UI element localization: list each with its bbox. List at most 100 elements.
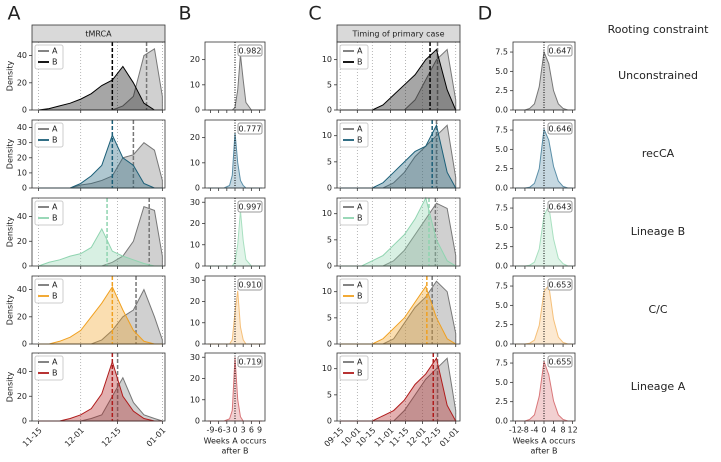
y-tick-label: 5	[327, 80, 332, 89]
density-area	[515, 50, 573, 111]
y-tick-label: 0	[327, 106, 332, 115]
annotation-box	[237, 122, 263, 135]
y-tick-label: 0	[195, 340, 200, 349]
annotation: 0.646	[549, 125, 572, 134]
y-tick-label: 30	[190, 198, 200, 207]
annotation: 0.910	[239, 281, 262, 290]
y-tick-label: 20	[17, 312, 27, 321]
y-tick-label: 20	[190, 219, 200, 228]
annotation: 0.655	[549, 358, 572, 367]
x-tick-label: 12-15	[100, 426, 123, 449]
annotation: 0.653	[549, 281, 572, 290]
y-axis-label: Density	[6, 372, 15, 403]
y-tick-label: 0	[22, 184, 27, 193]
legend-label: B	[357, 58, 363, 67]
y-tick-label: 10	[322, 209, 332, 218]
legend-label: A	[357, 358, 363, 367]
x-tick-label: 6	[249, 426, 254, 435]
y-tick-label: 0	[22, 417, 27, 426]
row-label: Unconstrained	[618, 69, 698, 82]
annotation-box	[237, 355, 263, 368]
x-tick-label: -3	[223, 426, 231, 435]
x-axis-label: Weeks A occurs	[204, 437, 267, 446]
y-tick-label: 20	[17, 153, 27, 162]
legend-box	[339, 44, 369, 70]
y-tick-label: 10	[190, 158, 200, 167]
plot-frame	[336, 41, 461, 111]
chart-title: tMRCA	[85, 30, 112, 39]
row-label: Lineage B	[631, 225, 685, 238]
annotation-box	[547, 278, 573, 291]
chart-title: Timing of primary case	[351, 30, 444, 39]
plot-frame	[31, 352, 166, 422]
y-tick-label: 2.5	[495, 397, 508, 406]
plot-frame	[336, 352, 461, 422]
y-tick-label: 0	[327, 340, 332, 349]
x-axis-label: after B	[531, 447, 558, 456]
legend-label: A	[52, 47, 58, 56]
y-tick-label: 0.0	[495, 184, 508, 193]
y-tick-label: 0	[195, 106, 200, 115]
plot-frame	[512, 41, 576, 111]
row-label: C/C	[648, 303, 667, 316]
y-tick-label: 10	[190, 395, 200, 404]
y-tick-label: 0	[327, 417, 332, 426]
row-label: recCA	[642, 147, 675, 160]
y-tick-label: 30	[17, 138, 27, 147]
y-tick-label: 2.5	[495, 320, 508, 329]
y-tick-label: 20	[190, 297, 200, 306]
y-tick-label: 10	[322, 55, 332, 64]
y-tick-label: 5	[327, 157, 332, 166]
y-tick-label: 40	[17, 123, 27, 132]
plot-frame	[204, 41, 266, 111]
y-tick-label: 2.5	[495, 86, 508, 95]
annotation: 0.982	[239, 47, 262, 56]
plot-frame	[512, 275, 576, 345]
y-tick-label: 7.5	[495, 359, 508, 368]
y-tick-label: 40	[17, 51, 27, 60]
y-tick-label: 2.5	[495, 164, 508, 173]
y-tick-label: 40	[17, 212, 27, 221]
annotation-box	[547, 200, 573, 213]
legend-label: A	[52, 281, 58, 290]
annotation-box	[237, 200, 263, 213]
y-tick-label: 20	[17, 78, 27, 87]
y-tick-label: 5	[327, 313, 332, 322]
density-area	[38, 65, 163, 111]
y-tick-label: 10	[190, 80, 200, 89]
y-tick-label: 10	[322, 364, 332, 373]
x-tick-label: 9	[257, 426, 262, 435]
annotation-box	[237, 278, 263, 291]
x-tick-label: 8	[561, 426, 566, 435]
plot-frame	[336, 197, 461, 267]
y-tick-label: 5.0	[495, 301, 508, 310]
x-tick-label: -6	[215, 426, 223, 435]
legend-label: A	[52, 358, 58, 367]
legend-label: A	[52, 125, 58, 134]
y-tick-label: 0.0	[495, 417, 508, 426]
legend-label: B	[357, 214, 363, 223]
y-tick-label: 0	[195, 184, 200, 193]
legend-box	[34, 278, 64, 304]
plot-frame	[204, 275, 266, 345]
x-tick-label: 4	[551, 426, 556, 435]
y-tick-label: 0.0	[495, 106, 508, 115]
x-tick-label: 12-01	[63, 426, 86, 449]
legend-box	[34, 122, 64, 148]
y-tick-label: 5.0	[495, 67, 508, 76]
annotation-box	[547, 44, 573, 57]
y-axis-label: Density	[6, 295, 15, 326]
y-axis-label: Density	[6, 217, 15, 248]
plot-frame	[336, 119, 461, 189]
legend-box	[34, 44, 64, 70]
legend-label: B	[357, 369, 363, 378]
y-axis-label: Density	[6, 139, 15, 170]
plot-frame	[31, 197, 166, 267]
y-tick-label: 7.5	[495, 48, 508, 57]
legend-label: B	[357, 136, 363, 145]
annotation: 0.777	[239, 125, 262, 134]
y-tick-label: 5.0	[495, 378, 508, 387]
panel-label: B	[178, 3, 191, 25]
y-tick-label: 0	[22, 106, 27, 115]
